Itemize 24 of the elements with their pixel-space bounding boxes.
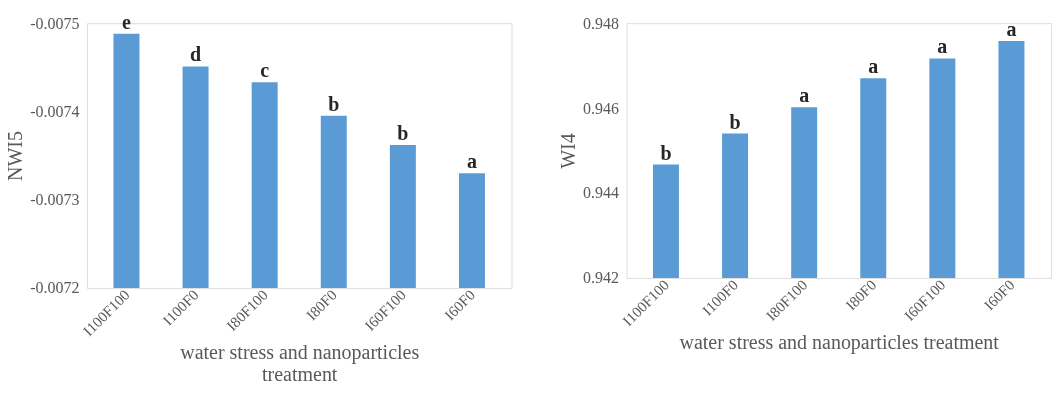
data-label: c <box>260 59 270 82</box>
y-tick-label: 0.944 <box>582 184 619 202</box>
y-tick-label: -0.0073 <box>30 191 80 209</box>
y-tick-label: 0.946 <box>582 99 619 117</box>
data-label: a <box>937 35 948 58</box>
data-label: d <box>190 43 202 66</box>
data-label: e <box>122 10 132 33</box>
y-tick-label: -0.0075 <box>30 14 80 32</box>
data-label: a <box>799 84 810 107</box>
x-axis-title: water stress and nanoparticles treatment <box>180 341 420 386</box>
y-axis-title: WI4 <box>556 133 579 169</box>
data-label: b <box>328 92 340 115</box>
data-label: a <box>466 150 477 173</box>
data-label: a <box>1006 18 1017 40</box>
data-label: a <box>868 55 879 78</box>
y-axis-title: NWI5 <box>4 131 27 181</box>
y-tick-label: -0.0072 <box>30 279 80 297</box>
x-axis-title: water stress and nanoparticles treatment <box>679 331 1000 355</box>
data-label: b <box>660 141 672 164</box>
data-label: b <box>729 110 741 133</box>
y-tick-label: -0.0074 <box>30 102 80 120</box>
y-tick-label: 0.942 <box>582 269 619 287</box>
data-label: b <box>397 121 409 144</box>
y-tick-label: 0.948 <box>582 14 619 32</box>
